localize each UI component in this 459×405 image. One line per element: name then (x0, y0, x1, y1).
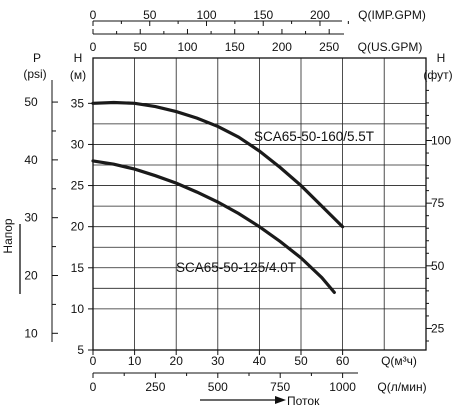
psi-tick-label: 40 (24, 153, 38, 167)
x-tick-label: 30 (211, 354, 225, 368)
ft-tick-label: 50 (431, 259, 445, 273)
series-labels: SCA65-50-160/5.5T SCA65-50-125/4.0T (176, 129, 374, 275)
lpm-axis-label: Q(л/мин) (377, 380, 426, 394)
psi-tick-label: 30 (24, 211, 38, 225)
m-tick-label: 20 (71, 220, 85, 234)
x-tick-label: 50 (294, 354, 308, 368)
imp-tick-label: 150 (253, 8, 273, 22)
series-label-2: SCA65-50-125/4.0T (176, 260, 296, 275)
head-side-label: Напор (1, 218, 15, 254)
x-tick-label: 10 (128, 354, 142, 368)
lpm-tick-label: 750 (270, 380, 290, 394)
ft-axis-label-bottom: (фут) (423, 68, 452, 82)
ft-tick-label: 100 (431, 134, 451, 148)
m-tick-label: 35 (71, 96, 85, 110)
m-tick-label: 25 (71, 179, 85, 193)
x-tick-label: 60 (336, 354, 350, 368)
ft-axis-label-top: H (437, 51, 446, 65)
psi-tick-label: 20 (24, 268, 38, 282)
us-tick-label: 50 (134, 40, 148, 54)
psi-tick-label: 50 (24, 95, 38, 109)
x-tick-label: 40 (253, 354, 267, 368)
m-axis-label-top: H (74, 51, 83, 65)
psi-axis-label-bottom: (psi) (23, 67, 46, 81)
us-tick-label: 0 (90, 40, 97, 54)
x-axis-label: Q(м³ч) (381, 354, 417, 368)
lpm-tick-label: 250 (145, 380, 165, 394)
grid (93, 58, 426, 350)
imp-tick-label: 100 (196, 8, 216, 22)
lpm-tick-label: 500 (208, 380, 228, 394)
flow-arrow-head (275, 396, 286, 404)
us-tick-label: 200 (272, 40, 292, 54)
psi-tick-label: 10 (24, 326, 38, 340)
ft-tick-label: 75 (431, 196, 445, 210)
imp-tick-label: 0 (90, 8, 97, 22)
curves (91, 100, 345, 294)
series-curve-2 (91, 159, 336, 294)
flow-label: Поток (287, 394, 320, 405)
us-tick-label: 150 (225, 40, 245, 54)
axes: 0 10 20 30 40 50 60 Q(м³ч)0 250 500 750 1000 Q(л/мин… (1, 8, 453, 405)
us-tick-label: 100 (177, 40, 197, 54)
m-tick-label: 30 (71, 137, 85, 151)
x-tick-label: 0 (90, 354, 97, 368)
imp-tick-label: 50 (143, 8, 157, 22)
m-tick-label: 10 (71, 302, 85, 316)
psi-axis-label-top: P (33, 51, 41, 65)
imp-axis-label: Q(IMP.GPM) (358, 8, 426, 22)
m-tick-label: 5 (77, 343, 84, 357)
us-axis-label: Q(US.GPM) (358, 40, 423, 54)
ft-tick-label: 25 (431, 321, 445, 335)
series-label-1: SCA65-50-160/5.5T (254, 129, 374, 144)
us-tick-label: 250 (319, 40, 339, 54)
lpm-tick-label: 0 (90, 380, 97, 394)
imp-tick-label: 200 (310, 8, 330, 22)
m-axis-label-bottom: (м) (70, 68, 86, 82)
m-tick-label: 15 (71, 261, 85, 275)
lpm-tick-label: 1000 (329, 380, 356, 394)
series-curve-1 (91, 100, 345, 229)
x-tick-label: 20 (170, 354, 184, 368)
